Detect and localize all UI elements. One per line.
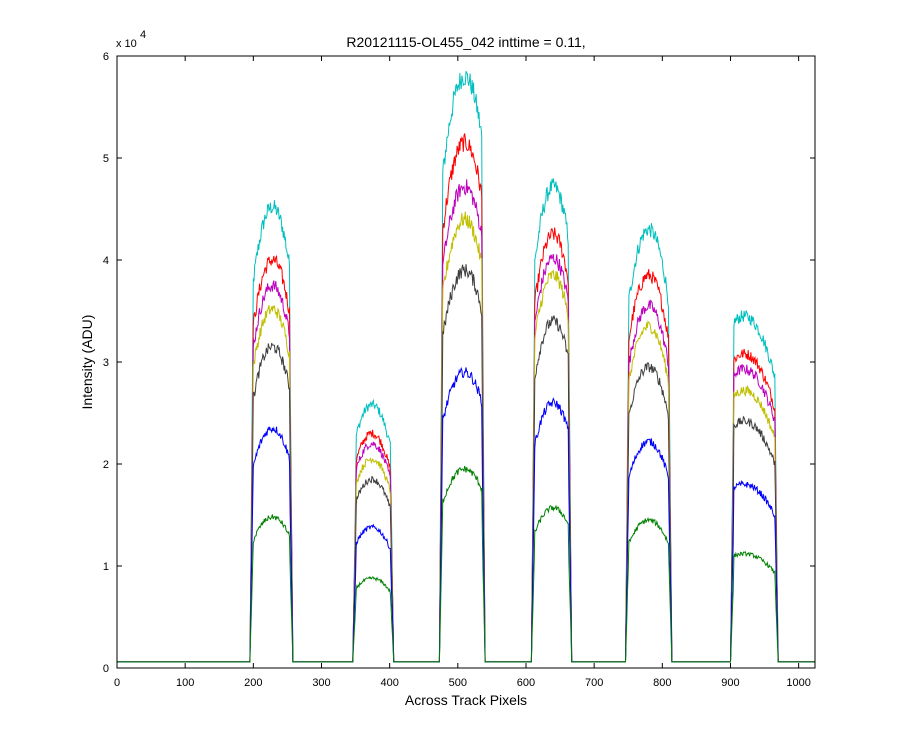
y-tick-label: 5	[103, 153, 109, 165]
y-tick-label: 3	[103, 357, 109, 369]
series-layer	[117, 71, 815, 663]
x-axis-ticks: 0 100 200 300 400 500 600 700 800 900 1000	[114, 56, 811, 689]
x-tick-label: 800	[653, 677, 671, 689]
y-tick-label: 4	[103, 255, 109, 267]
y-tick-label: 6	[103, 51, 109, 63]
x-tick-label: 1000	[786, 677, 810, 689]
x-tick-label: 900	[721, 677, 739, 689]
y-axis-ticks: 0 1 2 3 4 5 6	[103, 51, 815, 675]
x-tick-label: 600	[517, 677, 535, 689]
x-tick-label: 400	[380, 677, 398, 689]
y-multiplier-exponent: 4	[140, 29, 146, 41]
x-tick-label: 500	[449, 677, 467, 689]
x-tick-label: 200	[244, 677, 262, 689]
x-tick-label: 700	[585, 677, 603, 689]
x-tick-label: 0	[114, 677, 120, 689]
series-line	[117, 465, 815, 663]
y-multiplier-label: x 10	[116, 38, 137, 50]
x-tick-label: 100	[176, 677, 194, 689]
chart-title: R20121115-OL455_042 inttime = 0.11,	[346, 34, 585, 50]
y-tick-label: 2	[103, 459, 109, 471]
x-axis-title: Across Track Pixels	[405, 692, 527, 708]
x-tick-label: 300	[312, 677, 330, 689]
y-tick-label: 0	[103, 663, 109, 675]
y-tick-label: 1	[103, 561, 109, 573]
y-axis-title: Intensity (ADU)	[79, 315, 95, 410]
plot-area	[117, 56, 815, 668]
